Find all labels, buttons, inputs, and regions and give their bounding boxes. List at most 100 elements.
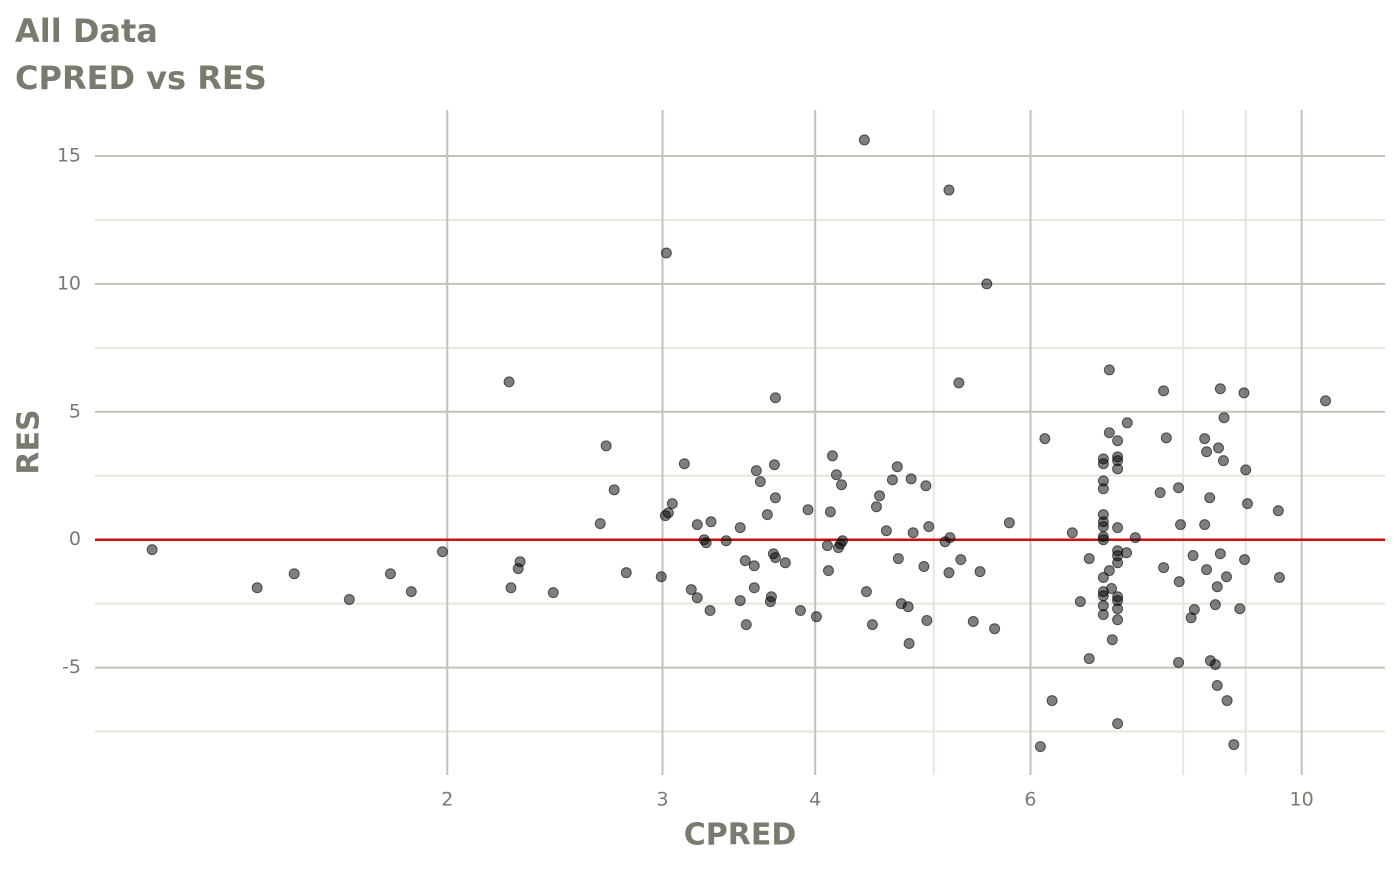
x-tick-label: 6 xyxy=(1024,789,1036,811)
point xyxy=(1204,492,1216,504)
chart-title: All Data xyxy=(15,12,158,50)
point xyxy=(662,507,674,519)
point xyxy=(768,459,780,471)
point xyxy=(981,278,993,290)
point xyxy=(678,458,690,470)
y-tick-label: 10 xyxy=(57,272,81,294)
point xyxy=(1083,653,1095,665)
point xyxy=(720,535,732,547)
point xyxy=(1158,385,1170,397)
point xyxy=(866,619,878,631)
point xyxy=(974,566,986,578)
point xyxy=(826,450,838,462)
point xyxy=(1221,695,1233,707)
point xyxy=(1239,554,1251,566)
point xyxy=(1106,583,1118,595)
point xyxy=(620,567,632,579)
point xyxy=(1106,634,1118,646)
point xyxy=(343,594,355,606)
point xyxy=(1129,532,1141,544)
point xyxy=(892,553,904,565)
point xyxy=(1209,659,1221,671)
point xyxy=(1097,590,1109,602)
point xyxy=(1103,565,1115,577)
point xyxy=(860,586,872,598)
point xyxy=(821,540,833,552)
point xyxy=(1211,679,1223,691)
point xyxy=(1201,564,1213,576)
point xyxy=(905,473,917,485)
point xyxy=(1187,550,1199,562)
point xyxy=(967,616,979,628)
point xyxy=(734,522,746,534)
point xyxy=(1175,519,1187,531)
point xyxy=(700,537,712,549)
point xyxy=(824,506,836,518)
point xyxy=(740,619,752,631)
point xyxy=(1214,548,1226,560)
point xyxy=(288,568,300,580)
point xyxy=(748,582,760,594)
point xyxy=(1221,571,1233,583)
point xyxy=(779,557,791,569)
point xyxy=(503,376,515,388)
point xyxy=(1103,364,1115,376)
point xyxy=(944,532,956,544)
point xyxy=(1212,442,1224,454)
point xyxy=(666,498,678,510)
point xyxy=(902,601,914,613)
point xyxy=(822,565,834,577)
point xyxy=(886,474,898,486)
x-tick-label: 10 xyxy=(1290,789,1314,811)
point xyxy=(251,582,263,594)
x-tick-label: 4 xyxy=(809,789,821,811)
chart-subtitle: CPRED vs RES xyxy=(15,59,267,97)
point xyxy=(750,465,762,477)
point xyxy=(880,525,892,537)
point xyxy=(1188,604,1200,616)
y-tick-label: 0 xyxy=(69,528,81,550)
point xyxy=(943,184,955,196)
point xyxy=(1097,534,1109,546)
point xyxy=(1240,464,1252,476)
point xyxy=(146,544,158,556)
point xyxy=(514,556,526,568)
point xyxy=(1158,562,1170,574)
point xyxy=(858,134,870,146)
point xyxy=(921,615,933,627)
point xyxy=(1238,387,1250,399)
point xyxy=(891,461,903,473)
point xyxy=(1112,557,1124,569)
y-tick-label: 15 xyxy=(57,145,81,167)
point xyxy=(769,492,781,504)
point xyxy=(769,392,781,404)
point xyxy=(953,377,965,389)
point xyxy=(547,587,559,599)
point xyxy=(1112,435,1124,447)
point xyxy=(1034,741,1046,753)
point xyxy=(1097,572,1109,584)
point xyxy=(691,519,703,531)
point xyxy=(734,595,746,607)
point xyxy=(1173,576,1185,588)
point xyxy=(1214,383,1226,395)
point xyxy=(802,504,814,516)
x-tick-label: 3 xyxy=(656,789,668,811)
point xyxy=(1173,482,1185,494)
point xyxy=(704,605,716,617)
point xyxy=(405,586,417,598)
point xyxy=(1121,417,1133,429)
point xyxy=(1083,553,1095,565)
point xyxy=(384,568,396,580)
point xyxy=(874,490,886,502)
point xyxy=(1234,603,1246,615)
point xyxy=(1112,463,1124,475)
point xyxy=(794,605,806,617)
point xyxy=(1112,522,1124,534)
point xyxy=(436,546,448,558)
point xyxy=(705,516,717,528)
point xyxy=(1074,596,1086,608)
point xyxy=(1217,455,1229,467)
point xyxy=(660,247,672,259)
